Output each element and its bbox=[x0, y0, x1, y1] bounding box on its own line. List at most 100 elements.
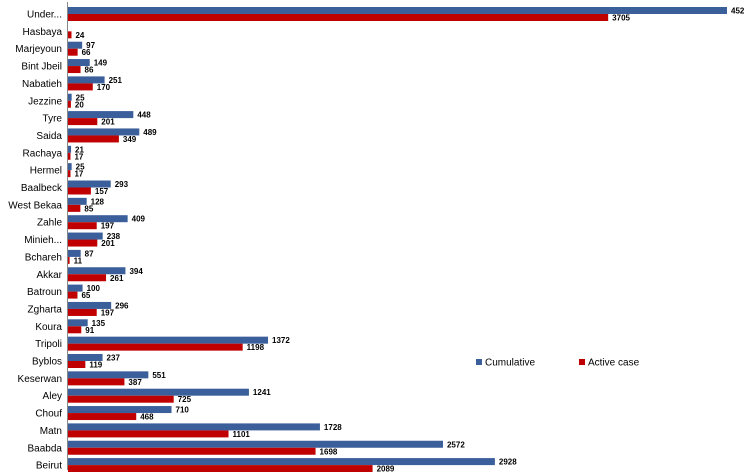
active-case-value-label: 119 bbox=[89, 361, 102, 370]
active-case-value-label: 201 bbox=[101, 118, 115, 127]
legend-swatch-active-case bbox=[579, 359, 585, 365]
category-label: Koura bbox=[35, 322, 62, 333]
active-case-bar bbox=[68, 135, 119, 143]
active-case-value-label: 2089 bbox=[377, 465, 395, 472]
active-case-bar bbox=[68, 447, 316, 455]
cumulative-bar bbox=[68, 111, 134, 119]
cumulative-value-label: 237 bbox=[107, 354, 121, 363]
active-case-value-label: 1698 bbox=[320, 447, 338, 456]
cumulative-value-label: 489 bbox=[143, 128, 157, 137]
cumulative-bar bbox=[68, 180, 111, 188]
category-label: Byblos bbox=[32, 357, 62, 368]
active-case-bar bbox=[68, 152, 71, 160]
category-label: Aley bbox=[43, 391, 62, 402]
cumulative-bar bbox=[68, 163, 72, 171]
cumulative-bar bbox=[68, 371, 149, 379]
active-case-value-label: 197 bbox=[101, 308, 115, 317]
category-label: Matn bbox=[40, 426, 62, 437]
category-label: Nabatieh bbox=[22, 79, 62, 90]
active-case-bar bbox=[68, 465, 373, 472]
cumulative-value-label: 1728 bbox=[324, 423, 342, 432]
category-label: Akkar bbox=[36, 270, 62, 281]
active-case-bar bbox=[68, 430, 229, 438]
active-case-value-label: 170 bbox=[97, 83, 111, 92]
cumulative-value-label: 238 bbox=[107, 232, 121, 241]
category-label: Zahle bbox=[37, 218, 62, 229]
cumulative-value-label: 87 bbox=[85, 249, 94, 258]
active-case-value-label: 1198 bbox=[247, 343, 265, 352]
active-case-value-label: 387 bbox=[128, 378, 142, 387]
active-case-value-label: 201 bbox=[101, 239, 115, 248]
cumulative-bar bbox=[68, 145, 72, 153]
active-case-bar bbox=[68, 361, 86, 368]
cumulative-bar bbox=[68, 41, 83, 49]
cumulative-value-label: 100 bbox=[87, 284, 101, 293]
legend-label-active-case: Active case bbox=[588, 358, 640, 369]
category-label: Hasbaya bbox=[23, 27, 63, 38]
active-case-bar bbox=[68, 100, 71, 108]
category-label: Tyre bbox=[43, 114, 63, 125]
active-case-value-label: 17 bbox=[74, 152, 83, 161]
cumulative-value-label: 1241 bbox=[253, 388, 271, 397]
category-label: Baalbeck bbox=[21, 183, 63, 194]
cumulative-value-label: 409 bbox=[132, 215, 146, 224]
cumulative-value-label: 135 bbox=[92, 319, 106, 328]
cumulative-bar bbox=[68, 93, 72, 101]
cumulative-bar bbox=[68, 249, 81, 257]
legend-swatch-cumulative bbox=[476, 359, 482, 365]
cumulative-value-label: 2572 bbox=[447, 440, 465, 449]
cumulative-value-label: 710 bbox=[176, 406, 190, 415]
active-case-value-label: 725 bbox=[178, 395, 192, 404]
active-case-bar bbox=[68, 118, 98, 126]
cumulative-bar bbox=[68, 406, 172, 414]
category-label: Bint Jbeil bbox=[21, 62, 62, 73]
active-case-value-label: 349 bbox=[123, 135, 137, 144]
cumulative-bar bbox=[68, 301, 112, 309]
active-case-bar bbox=[68, 326, 82, 334]
cumulative-bar bbox=[68, 215, 128, 223]
cumulative-value-label: 25 bbox=[76, 163, 85, 172]
category-label: Hermel bbox=[30, 166, 62, 177]
category-label: West Bekaa bbox=[8, 200, 62, 211]
category-label: Saida bbox=[36, 131, 62, 142]
category-label: Under... bbox=[27, 10, 62, 21]
active-case-value-label: 11 bbox=[74, 256, 83, 265]
cumulative-bar bbox=[68, 440, 443, 448]
active-case-bar bbox=[68, 14, 609, 21]
cumulative-value-label: 293 bbox=[115, 180, 129, 189]
active-case-value-label: 261 bbox=[110, 274, 124, 283]
category-label: Minieh... bbox=[24, 235, 62, 246]
cumulative-bar bbox=[68, 7, 727, 14]
active-case-value-label: 17 bbox=[74, 170, 83, 179]
active-case-bar bbox=[68, 222, 97, 230]
cumulative-bar bbox=[68, 388, 249, 396]
cumulative-value-label: 251 bbox=[109, 76, 123, 85]
cumulative-value-label: 149 bbox=[94, 59, 108, 68]
cumulative-value-label: 296 bbox=[115, 301, 129, 310]
active-case-bar bbox=[68, 187, 91, 195]
active-case-value-label: 85 bbox=[84, 204, 93, 213]
active-case-bar bbox=[68, 170, 71, 178]
cumulative-value-label: 2928 bbox=[499, 458, 517, 467]
cumulative-value-label: 551 bbox=[152, 371, 166, 380]
cumulative-bar bbox=[68, 319, 88, 327]
cumulative-value-label: 394 bbox=[129, 267, 143, 276]
legend-label-cumulative: Cumulative bbox=[485, 358, 535, 369]
cumulative-bar bbox=[68, 76, 105, 84]
active-case-value-label: 66 bbox=[82, 48, 91, 57]
active-case-value-label: 468 bbox=[140, 413, 154, 422]
active-case-value-label: 157 bbox=[95, 187, 109, 196]
active-case-value-label: 20 bbox=[75, 100, 84, 109]
active-case-bar bbox=[68, 413, 137, 421]
cumulative-bar bbox=[68, 336, 269, 344]
category-label: Marjeyoun bbox=[15, 44, 62, 55]
cumulative-bar bbox=[68, 284, 83, 292]
category-label: Beirut bbox=[36, 461, 62, 472]
cumulative-bar bbox=[68, 59, 90, 67]
cumulative-value-label: 21 bbox=[75, 145, 84, 154]
category-label: Baabda bbox=[28, 443, 63, 454]
active-case-bar bbox=[68, 256, 70, 264]
